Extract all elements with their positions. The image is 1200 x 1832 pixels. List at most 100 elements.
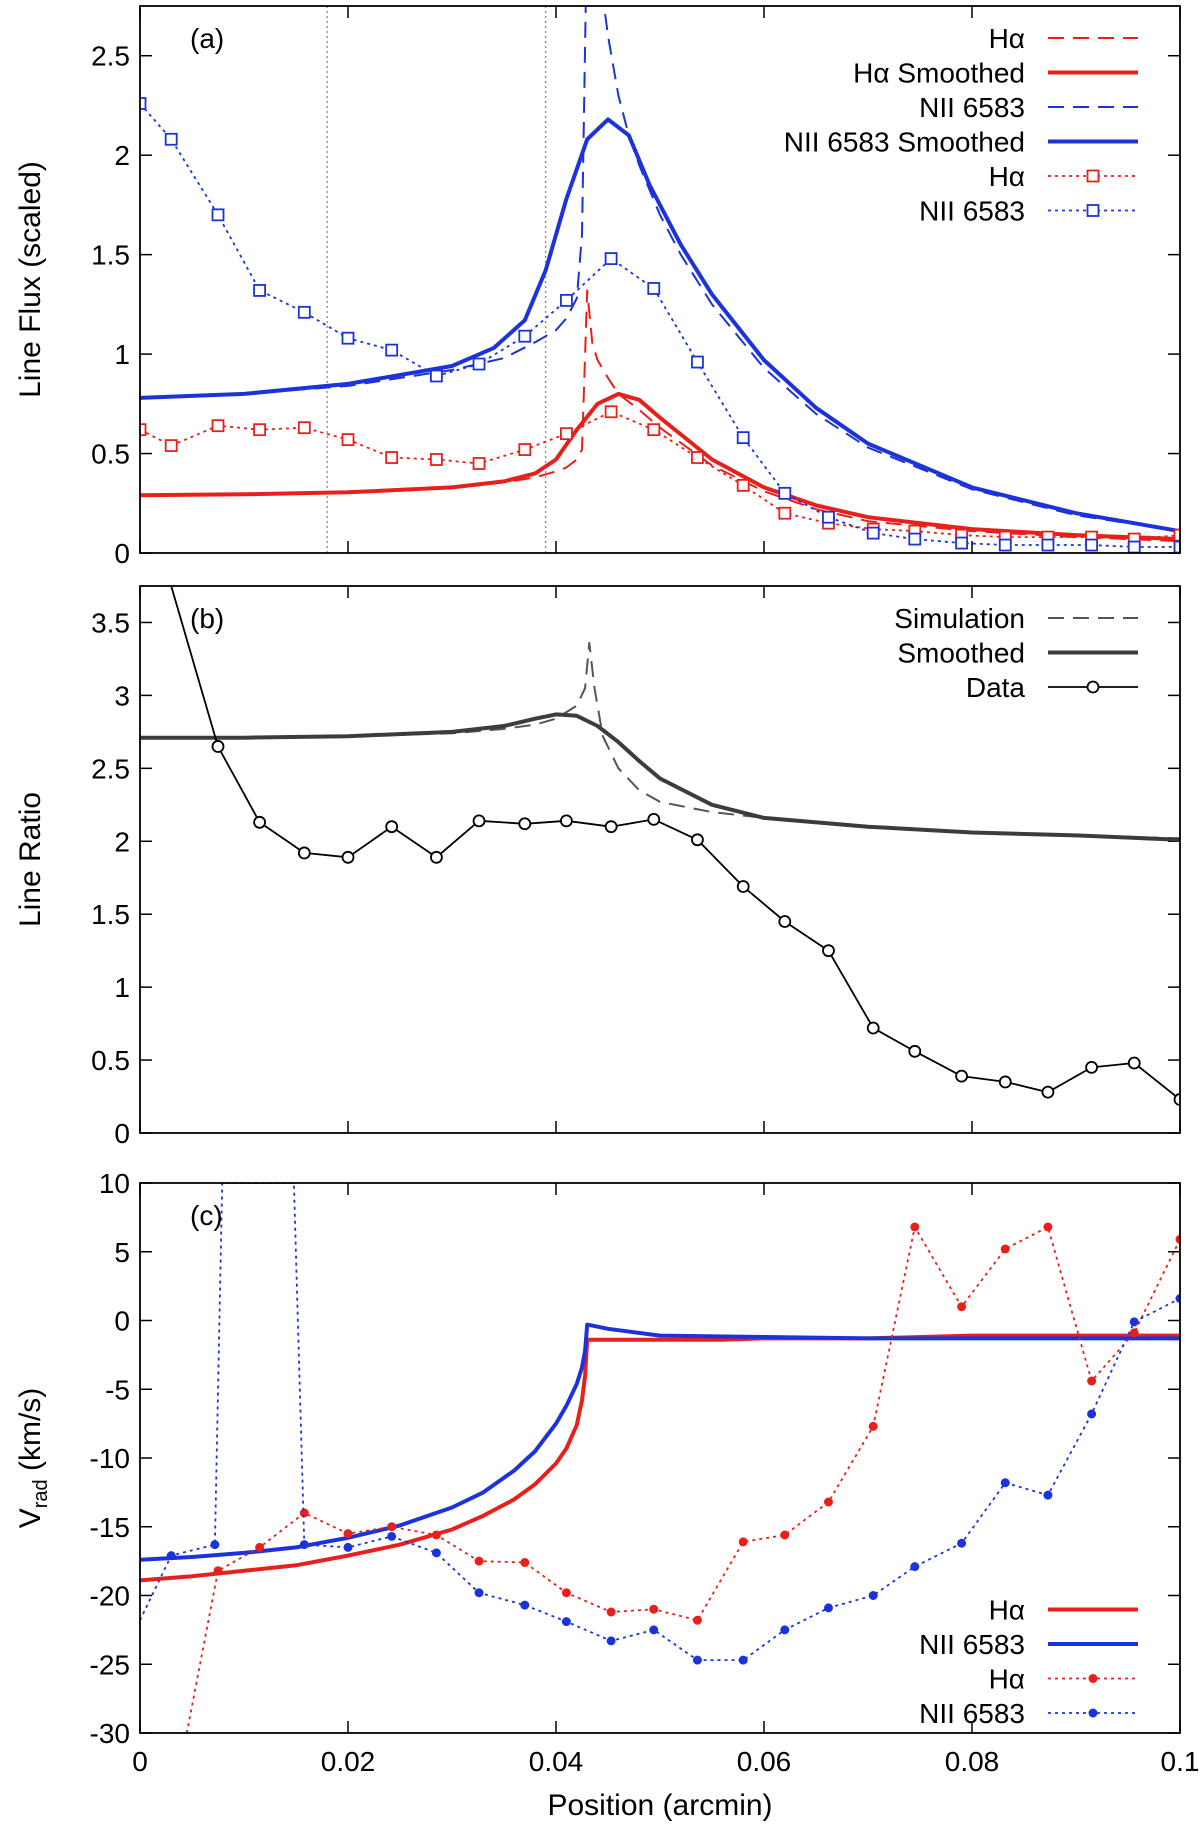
data-point [343, 1542, 353, 1552]
data-point [211, 208, 225, 222]
data-point [866, 526, 880, 540]
data-point [647, 812, 661, 826]
series-line [140, 1183, 1180, 1661]
data-point [736, 880, 750, 893]
data-point [474, 1556, 484, 1566]
y-tick-label: 10 [99, 1168, 130, 1199]
legend-marker [1086, 169, 1100, 183]
data-point [253, 284, 267, 297]
data-point [955, 536, 968, 550]
y-tick-label: 1 [114, 972, 130, 1003]
panel-label: (b) [190, 603, 224, 634]
data-point [560, 293, 573, 307]
data-point [1129, 1317, 1139, 1327]
data-point [385, 820, 399, 834]
series-line [140, 6, 1180, 533]
y-label-unit: (km/s) [14, 1388, 47, 1480]
x-tick-label: 0.08 [945, 1746, 1000, 1777]
y-tick-label: -25 [90, 1649, 130, 1680]
data-point [210, 1540, 220, 1550]
legend-marker [1086, 204, 1100, 217]
series-group [140, 1183, 1180, 1733]
legend-marker [1086, 680, 1100, 694]
data-point [211, 740, 225, 753]
data-point [778, 915, 792, 928]
legend-label: Hα [989, 1664, 1025, 1695]
y-tick-label: -30 [90, 1718, 130, 1749]
data-point [341, 331, 355, 345]
panel-2: 00.511.522.533.5 (b)Line RatioSimulationS… [14, 585, 1181, 1149]
data-point [691, 355, 704, 369]
x-axis-label: Position (arcmin) [547, 1789, 772, 1822]
data-point [341, 433, 355, 447]
data-point [868, 1421, 878, 1431]
data-point [253, 423, 267, 437]
data-point [738, 1655, 748, 1665]
data-point [431, 1530, 441, 1540]
y-tick-label: 0 [114, 1118, 130, 1149]
data-point [253, 815, 267, 829]
x-tick-label: 0.04 [529, 1746, 584, 1777]
y-tick-label: 2.5 [91, 753, 130, 784]
data-point [606, 1636, 616, 1646]
legend-label: Hα Smoothed [853, 58, 1025, 89]
data-point [778, 506, 792, 520]
legend-label: Hα [989, 161, 1025, 192]
x-tick-label: 0.1 [1161, 1746, 1200, 1777]
data-point [518, 329, 532, 343]
data-point [647, 282, 661, 295]
plot-area: 0 0.5 1 1.5 2 2.5 (a) Line Flux (scaled) Hα Hα Sm… [14, 5, 1199, 1822]
data-point [387, 1522, 397, 1532]
y-tick-label: 1.5 [91, 240, 130, 271]
panel-1: 0 0.5 1 1.5 2 2.5 (a) Line Flux (scaled) Hα Hα Sm… [14, 5, 1181, 569]
series-line [140, 117, 1180, 534]
data-point [518, 817, 532, 831]
y-tick-label: 1 [114, 339, 130, 370]
data-point [1129, 1328, 1139, 1338]
y-axis-label: Line Flux (scaled) [14, 161, 47, 398]
y-tick-label: 3 [114, 680, 130, 711]
x-tick-label: 0.06 [737, 1746, 792, 1777]
data-point [474, 1588, 484, 1598]
data-point [520, 1600, 530, 1610]
series-line [170, 586, 1180, 1101]
y-tick-label: 2 [114, 140, 130, 171]
data-point [1127, 1056, 1141, 1070]
legend-marker [1088, 1674, 1098, 1683]
y-tick-label: -5 [105, 1374, 130, 1405]
data-point [472, 814, 486, 828]
data-point [429, 369, 443, 383]
panel-3: 0 0.02 0.04 0.06 0.08 0.1 -30 -25 -20 -15 -10 -5 0 5 1… [14, 1168, 1199, 1822]
plot-frame [139, 585, 1181, 1134]
data-point [736, 478, 750, 492]
data-point [692, 1615, 702, 1625]
legend-label: NII 6583 Smoothed [784, 127, 1025, 158]
data-point [823, 1497, 833, 1507]
data-point [604, 405, 618, 419]
data-point [560, 427, 573, 441]
data-point [255, 1542, 265, 1552]
data-point [1085, 1060, 1098, 1074]
data-point [957, 1538, 967, 1548]
data-point [955, 1069, 968, 1083]
data-point [1087, 1376, 1097, 1386]
legend-label: NII 6583 [919, 1698, 1025, 1729]
data-point [341, 850, 355, 864]
data-point [780, 1530, 790, 1540]
plot-frame [139, 1182, 1181, 1734]
series-line [140, 1333, 1180, 1583]
data-point [164, 439, 178, 452]
legend-label: Data [966, 672, 1026, 703]
data-point [822, 944, 835, 958]
data-point [429, 850, 443, 864]
data-point [649, 1604, 659, 1614]
y-axis-label: Line Ratio [14, 792, 47, 927]
data-point [297, 846, 311, 860]
data-point [606, 1607, 616, 1617]
y-tick-label: 5 [114, 1237, 130, 1268]
data-point [691, 833, 704, 847]
data-point [140, 423, 147, 437]
